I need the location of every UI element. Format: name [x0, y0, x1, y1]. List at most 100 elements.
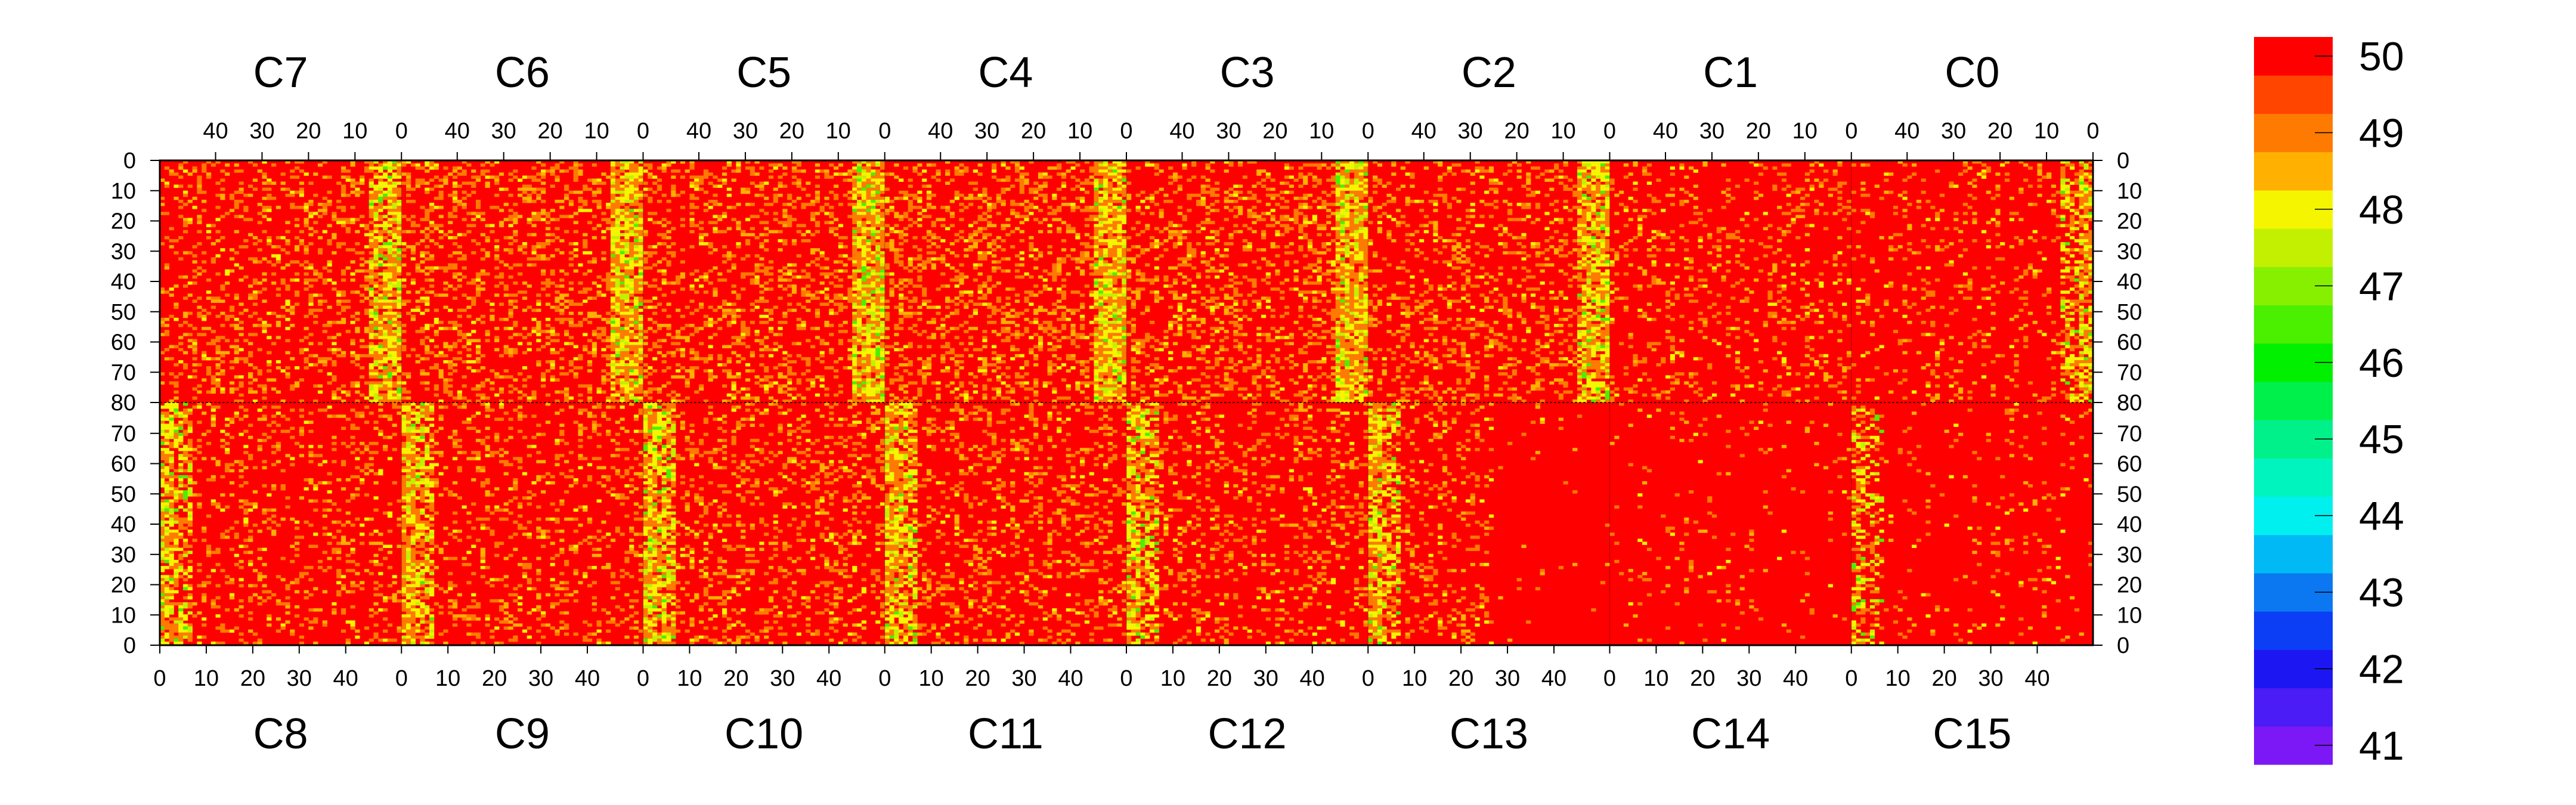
- heat-cell: [332, 363, 337, 367]
- heat-cell: [861, 342, 866, 345]
- heat-cell: [949, 357, 955, 361]
- heat-cell: [782, 320, 788, 324]
- heat-cell: [856, 224, 862, 228]
- heat-cell: [564, 387, 569, 391]
- heat-cell: [834, 360, 839, 364]
- heat-cell: [806, 387, 811, 391]
- heat-cell: [903, 166, 909, 170]
- heat-cell: [336, 320, 342, 324]
- heat-cell: [856, 203, 862, 206]
- heat-cell: [666, 263, 671, 267]
- heat-cell: [982, 227, 987, 231]
- heat-cell: [620, 305, 625, 309]
- heat-cell: [629, 242, 634, 246]
- heat-cell: [871, 193, 876, 197]
- heat-cell: [429, 187, 435, 191]
- heat-cell: [494, 393, 500, 397]
- heat-cell: [754, 269, 760, 273]
- heat-cell: [220, 311, 225, 315]
- heat-cell: [638, 354, 643, 358]
- heat-cell: [884, 224, 890, 228]
- heat-cell: [275, 257, 281, 261]
- heat-cell: [629, 248, 634, 252]
- heat-cell: [801, 287, 806, 291]
- heat-cell: [340, 187, 346, 191]
- heat-cell: [369, 363, 374, 367]
- heat-cell: [620, 348, 625, 352]
- heat-cell: [248, 390, 253, 394]
- heat-cell: [648, 254, 653, 258]
- heat-cell: [239, 393, 244, 397]
- heat-cell: [592, 199, 597, 203]
- heat-cell: [369, 393, 374, 397]
- heat-cell: [713, 333, 718, 336]
- heat-cell: [866, 215, 871, 218]
- heat-cell: [383, 163, 388, 167]
- heat-cell: [215, 239, 221, 243]
- heat-cell: [610, 357, 616, 361]
- heat-cell: [234, 387, 239, 391]
- heat-cell: [861, 230, 866, 234]
- heat-cell: [806, 284, 811, 288]
- heat-cell: [518, 193, 523, 197]
- heat-cell: [448, 221, 453, 224]
- heat-cell: [383, 305, 388, 309]
- heat-cell: [676, 375, 681, 379]
- heat-cell: [852, 190, 857, 194]
- heat-cell: [954, 284, 959, 288]
- heat-cell: [694, 354, 699, 358]
- heat-cell: [759, 378, 764, 382]
- heat-cell: [880, 187, 886, 191]
- heat-cell: [531, 178, 537, 182]
- heat-cell: [387, 320, 393, 324]
- heat-cell: [1001, 224, 1006, 228]
- heat-cell: [490, 302, 495, 306]
- heat-cell: [726, 187, 732, 191]
- heat-cell: [1010, 399, 1015, 403]
- heat-cell: [610, 342, 616, 345]
- heat-cell: [443, 233, 448, 237]
- heat-cell: [285, 242, 290, 246]
- heat-cell: [689, 351, 695, 355]
- heat-cell: [397, 339, 402, 342]
- heat-cell: [1005, 366, 1011, 370]
- heat-cell: [899, 260, 904, 264]
- heat-cell: [610, 339, 616, 342]
- heat-cell: [624, 378, 630, 382]
- heat-cell: [527, 257, 532, 261]
- heat-cell: [606, 284, 611, 288]
- heat-cell: [801, 357, 806, 361]
- heat-cell: [899, 242, 904, 246]
- heat-cell: [369, 236, 374, 240]
- heat-cell: [708, 281, 713, 285]
- heat-cell: [1033, 384, 1039, 388]
- heat-cell: [387, 372, 393, 376]
- heat-cell: [638, 399, 643, 403]
- heat-cell: [638, 209, 643, 212]
- heat-cell: [410, 215, 416, 218]
- heat-cell: [304, 266, 309, 270]
- heat-cell: [471, 360, 476, 364]
- heat-cell: [508, 354, 513, 358]
- heat-cell: [741, 336, 746, 339]
- heat-cell: [768, 317, 774, 321]
- heat-cell: [866, 363, 871, 367]
- heat-cell: [234, 360, 239, 364]
- heat-cell: [661, 236, 667, 240]
- heat-cell: [438, 215, 444, 218]
- heat-cell: [629, 287, 634, 291]
- heat-cell: [652, 263, 658, 267]
- heat-cell: [624, 351, 630, 355]
- heat-cell: [564, 293, 569, 297]
- heat-cell: [815, 196, 821, 200]
- heat-cell: [880, 360, 886, 364]
- heat-cell: [401, 387, 407, 391]
- heat-cell: [327, 190, 332, 194]
- heat-cell: [652, 342, 658, 345]
- heat-cell: [536, 212, 541, 215]
- heat-cell: [1010, 390, 1015, 394]
- heat-cell: [573, 248, 578, 252]
- heat-cell: [903, 390, 909, 394]
- heat-cell: [852, 166, 857, 170]
- heat-cell: [657, 242, 662, 246]
